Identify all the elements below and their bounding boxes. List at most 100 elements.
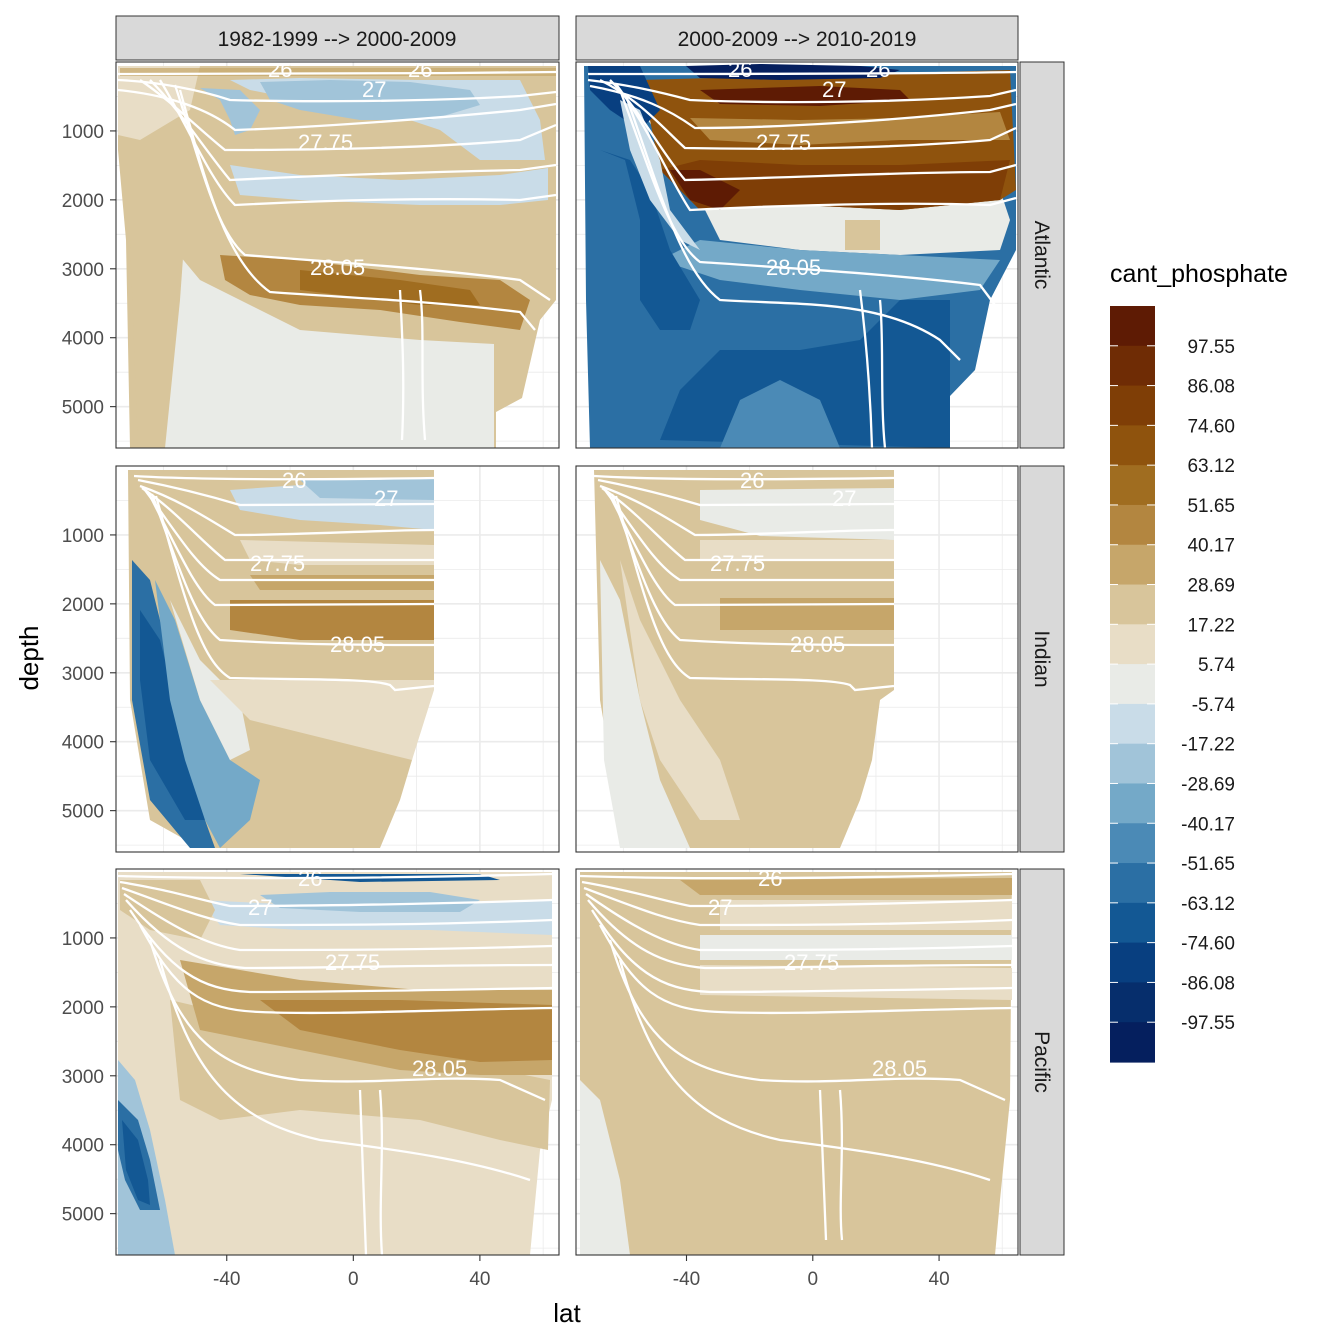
y-tick-label: 2000 (62, 998, 104, 1019)
contour-label: 27.75 (710, 551, 765, 576)
contour-label: 27 (374, 486, 398, 511)
legend-label: -74.60 (1181, 934, 1235, 955)
legend-label: -63.12 (1181, 894, 1235, 915)
x-tick-label: 0 (348, 1269, 359, 1290)
isopycnal-contours (579, 872, 1013, 1241)
contour-label: 28.05 (412, 1056, 467, 1081)
y-tick-label: 5000 (62, 802, 104, 823)
legend-label: 86.08 (1187, 377, 1235, 398)
y-tick-label: 1000 (62, 526, 104, 547)
legend-color-step (1110, 624, 1155, 665)
legend-label: -17.22 (1181, 735, 1235, 756)
y-tick-label: 2000 (62, 595, 104, 616)
contour-label: 27 (708, 895, 732, 920)
contour-label: 27 (248, 895, 272, 920)
isopycnal-contours (133, 474, 435, 692)
column-strip-1-label: 1982-1999 --> 2000-2009 (218, 28, 457, 51)
field-fill (128, 470, 434, 848)
contour-labels: 26 27 26 27.75 28.05 (728, 57, 890, 280)
contour-label: 26 (268, 57, 292, 82)
y-tick-label: 3000 (62, 1067, 104, 1088)
y-tick-label: 1000 (62, 122, 104, 143)
row-strip-atlantic: Atlantic (1019, 61, 1065, 449)
y-axis-ticks: 1000 2000 3000 4000 5000 1000 2000 3000 4000 5000… (62, 122, 116, 1226)
contour-label: 26 (866, 57, 890, 82)
y-tick-label: 2000 (62, 191, 104, 212)
isopycnal-contours (593, 474, 895, 692)
row-strip-atlantic-label: Atlantic (1030, 221, 1053, 290)
row-strip-indian: Indian (1019, 465, 1065, 853)
row-strip-pacific-label: Pacific (1030, 1031, 1053, 1093)
legend-label: -51.65 (1181, 854, 1235, 875)
row-strip-indian-label: Indian (1030, 630, 1053, 687)
contour-label: 26 (728, 57, 752, 82)
panel-pacific-2000-2019: 26 27 27.75 28.05 (575, 866, 1019, 1256)
panel-indian-1982-2009: 26 27 27.75 28.05 (115, 465, 560, 853)
legend-label: 28.69 (1187, 576, 1235, 597)
column-strip-2: 2000-2009 --> 2010-2019 (575, 15, 1019, 61)
contour-labels: 26 27 27.75 28.05 (710, 468, 856, 657)
legend-color-step (1110, 942, 1155, 984)
x-tick-label: -40 (673, 1269, 700, 1290)
legend-color-step (1110, 425, 1155, 466)
contour-labels: 26 27 27.75 28.05 (248, 866, 467, 1081)
legend-color-step (1110, 743, 1155, 785)
y-tick-label: 3000 (62, 260, 104, 281)
y-tick-label: 4000 (62, 1136, 104, 1157)
legend-color-step (1110, 703, 1155, 745)
x-tick-label: 0 (807, 1269, 818, 1290)
legend-color-step (1110, 863, 1155, 904)
legend-color-step (1110, 544, 1155, 586)
contour-label: 26 (740, 468, 764, 493)
column-strip-1: 1982-1999 --> 2000-2009 (115, 15, 560, 61)
legend-color-step (1110, 783, 1155, 824)
contour-label: 27.75 (298, 130, 353, 155)
contour-label: 26 (408, 57, 432, 82)
contour-label: 27.75 (325, 950, 380, 975)
isopycnal-contours (117, 70, 557, 441)
legend-color-step (1110, 345, 1155, 387)
x-axis-title: lat (553, 1298, 581, 1328)
legend-label: 17.22 (1187, 615, 1235, 636)
y-tick-label: 4000 (62, 329, 104, 350)
contour-labels: 26 27 26 27.75 28.05 (268, 57, 432, 280)
panel-atlantic-1982-2009: 26 27 26 27.75 28.05 (115, 57, 560, 449)
field-fill (580, 872, 1012, 1255)
legend-title: cant_phosphate (1110, 260, 1288, 288)
legend-label: 51.65 (1187, 496, 1235, 517)
legend-color-step (1110, 504, 1155, 546)
y-tick-label: 3000 (62, 664, 104, 685)
contour-labels: 26 27 27.75 28.05 (708, 866, 927, 1081)
y-axis-title: depth (14, 625, 44, 690)
legend-label: -97.55 (1181, 1013, 1235, 1034)
legend-color-step (1110, 902, 1155, 944)
isopycnal-contours (117, 872, 553, 1255)
legend-color-step (1110, 1022, 1155, 1063)
legend-label: 74.60 (1187, 416, 1235, 437)
y-tick-label: 1000 (62, 929, 104, 950)
legend: cant_phosphate 97.55 86.08 74.60 63.12 51.65… (1110, 260, 1288, 1063)
legend-color-step (1110, 306, 1155, 347)
contour-label: 26 (282, 468, 306, 493)
contour-label: 26 (758, 866, 782, 891)
legend-color-step (1110, 664, 1155, 705)
legend-color-step (1110, 823, 1155, 864)
y-tick-label: 4000 (62, 733, 104, 754)
column-strip-2-label: 2000-2009 --> 2010-2019 (678, 28, 917, 51)
contour-label: 27 (362, 77, 386, 102)
panel-indian-2000-2019: 26 27 27.75 28.05 (575, 465, 1019, 853)
legend-color-step (1110, 465, 1155, 506)
legend-color-step (1110, 584, 1155, 625)
contour-label: 27.75 (756, 130, 811, 155)
field-fill (594, 470, 894, 848)
contour-label: 27.75 (784, 950, 839, 975)
legend-label: -28.69 (1181, 774, 1235, 795)
contour-label: 28.05 (872, 1056, 927, 1081)
panel-atlantic-2000-2019: 26 27 26 27.75 28.05 (575, 57, 1019, 449)
legend-label: 63.12 (1187, 456, 1235, 477)
legend-color-step (1110, 385, 1155, 426)
contour-label: 28.05 (310, 255, 365, 280)
legend-color-step (1110, 982, 1155, 1023)
panel-pacific-1982-2009: 26 27 27.75 28.05 (115, 866, 560, 1256)
